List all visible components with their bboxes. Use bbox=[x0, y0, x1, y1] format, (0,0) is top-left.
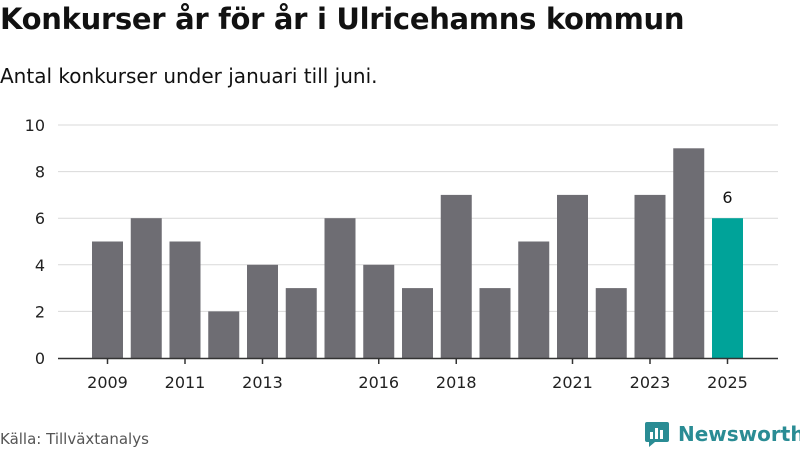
x-tick-label-2011: 2011 bbox=[165, 373, 206, 392]
bars bbox=[92, 148, 743, 358]
bar-2024 bbox=[673, 148, 705, 358]
chart-title: Konkurser år för år i Ulricehamns kommun bbox=[0, 2, 685, 36]
bar-2010 bbox=[130, 218, 162, 358]
bar-2025 bbox=[712, 218, 743, 358]
bar-2017 bbox=[402, 288, 433, 358]
x-axis-ticks: 2009 2011 2013 2016 2018 2021 2023 2025 bbox=[87, 358, 748, 392]
bar-chart: 0 2 4 6 8 10 2009 2011 2013 2016 2018 2021 2023 2025… bbox=[25, 116, 778, 392]
bar-2021 bbox=[557, 194, 588, 358]
y-tick-label-0: 0 bbox=[35, 349, 45, 368]
bar-2022 bbox=[595, 288, 627, 358]
bar-2015 bbox=[324, 218, 356, 358]
x-tick-label-2016: 2016 bbox=[358, 373, 399, 392]
bar-2014 bbox=[285, 288, 317, 358]
y-tick-label-4: 4 bbox=[35, 256, 45, 275]
bar-2009 bbox=[92, 241, 123, 358]
bar-2011 bbox=[169, 241, 201, 358]
bar-2018 bbox=[440, 194, 472, 358]
y-tick-label-6: 6 bbox=[35, 209, 45, 228]
data-labels: 6 bbox=[722, 188, 732, 207]
bar-2020 bbox=[518, 241, 550, 358]
bar-2013 bbox=[247, 264, 278, 358]
bar-2019 bbox=[479, 288, 511, 358]
y-tick-label-8: 8 bbox=[35, 163, 45, 182]
x-tick-label-2013: 2013 bbox=[242, 373, 283, 392]
x-tick-label-2009: 2009 bbox=[87, 373, 128, 392]
x-tick-label-2025: 2025 bbox=[707, 373, 748, 392]
x-tick-label-2023: 2023 bbox=[630, 373, 671, 392]
x-tick-label-2018: 2018 bbox=[436, 373, 477, 392]
bar-2023 bbox=[634, 194, 666, 358]
chart-subtitle: Antal konkurser under januari till juni. bbox=[0, 64, 378, 88]
y-axis-ticks: 0 2 4 6 8 10 bbox=[25, 116, 45, 368]
y-tick-label-2: 2 bbox=[35, 302, 45, 321]
bar-2012 bbox=[208, 311, 240, 358]
source-note: Källa: Tillväxtanalys bbox=[0, 430, 149, 448]
brand: Newsworthy bbox=[644, 420, 800, 448]
gridlines bbox=[58, 124, 778, 312]
data-label-2025: 6 bbox=[722, 188, 732, 207]
newsworthy-logo-icon bbox=[645, 422, 669, 447]
bar-2016 bbox=[363, 264, 395, 358]
brand-name: Newsworthy bbox=[678, 422, 800, 446]
x-tick-label-2021: 2021 bbox=[552, 373, 593, 392]
y-tick-label-10: 10 bbox=[25, 116, 45, 135]
